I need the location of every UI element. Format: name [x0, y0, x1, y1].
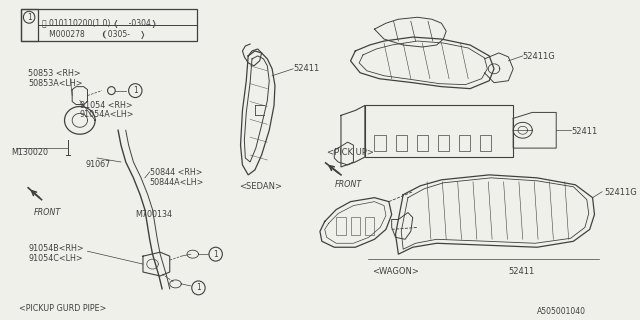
- Bar: [396, 135, 407, 151]
- Text: 91054C<LH>: 91054C<LH>: [28, 254, 83, 263]
- Bar: [20, 9, 198, 41]
- Text: 52411: 52411: [508, 267, 534, 276]
- Text: 50844 <RH>: 50844 <RH>: [150, 168, 202, 177]
- Text: 91054 <RH>: 91054 <RH>: [80, 100, 132, 109]
- Text: 50853 <RH>: 50853 <RH>: [28, 69, 81, 78]
- Text: 91054B<RH>: 91054B<RH>: [28, 244, 84, 253]
- Bar: [374, 135, 386, 151]
- Bar: [351, 218, 360, 235]
- Text: Ⓑ 010110200(1 0) ❬    -0304❭: Ⓑ 010110200(1 0) ❬ -0304❭: [42, 19, 157, 28]
- Text: 1: 1: [196, 284, 201, 292]
- Bar: [459, 135, 470, 151]
- Text: <WAGON>: <WAGON>: [372, 267, 419, 276]
- Text: <SEDAN>: <SEDAN>: [239, 182, 282, 191]
- Text: M000278       ❨0305-    ❭: M000278 ❨0305- ❭: [42, 30, 145, 39]
- Text: 1: 1: [133, 86, 138, 95]
- Text: 52411G: 52411G: [523, 52, 556, 61]
- Text: <PICKUP GURD PIPE>: <PICKUP GURD PIPE>: [19, 304, 106, 313]
- Text: 50844A<LH>: 50844A<LH>: [150, 178, 204, 187]
- Text: M700134: M700134: [135, 210, 172, 219]
- Text: M130020: M130020: [11, 148, 48, 157]
- Bar: [20, 9, 38, 41]
- Bar: [336, 218, 346, 235]
- Text: <PICK UP>: <PICK UP>: [326, 148, 374, 157]
- Bar: [480, 135, 491, 151]
- Text: 91067: 91067: [86, 160, 111, 169]
- Text: FRONT: FRONT: [34, 208, 61, 217]
- Text: 52411G: 52411G: [604, 188, 637, 197]
- Text: 52411: 52411: [293, 64, 319, 73]
- Bar: [365, 106, 513, 157]
- Text: 52411: 52411: [572, 127, 598, 136]
- Bar: [365, 218, 374, 235]
- Text: 50853A<LH>: 50853A<LH>: [28, 79, 83, 88]
- Text: FRONT: FRONT: [335, 180, 362, 189]
- Text: 1: 1: [213, 250, 218, 259]
- Text: 91054A<LH>: 91054A<LH>: [80, 110, 134, 119]
- Text: 1: 1: [27, 13, 31, 22]
- Bar: [438, 135, 449, 151]
- Text: A505001040: A505001040: [537, 307, 586, 316]
- Bar: [417, 135, 428, 151]
